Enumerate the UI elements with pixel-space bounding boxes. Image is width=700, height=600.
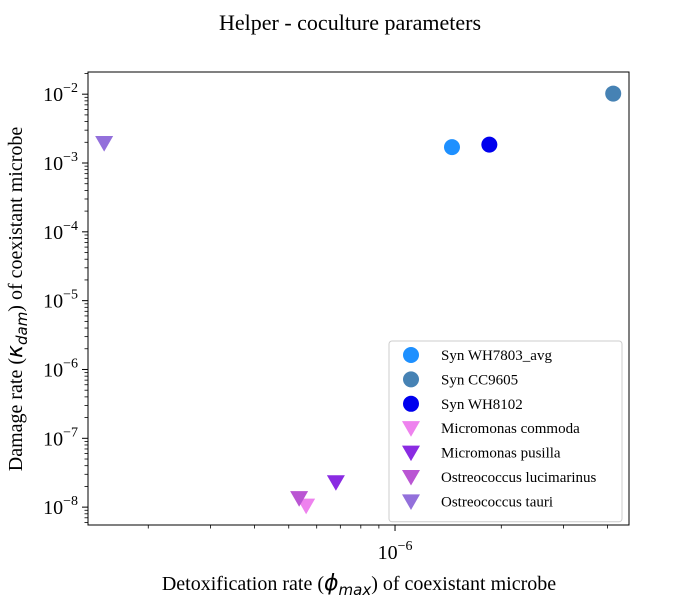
legend-marker [402,421,420,437]
legend-marker [403,371,419,388]
data-point [297,498,316,515]
legend-marker [402,469,420,486]
y-tick-label: 10−5 [43,288,78,313]
legend-label: Ostreococcus tauri [441,494,553,510]
legend-label: Micromonas commoda [441,421,580,437]
data-point [605,85,622,102]
y-axis-label: Damage rate (κdam) of coexistant microbe [3,127,31,472]
legend-marker [402,445,420,462]
y-tick-label: 10−2 [43,81,78,106]
data-points [95,85,622,515]
data-point [443,139,460,156]
data-point [481,136,498,153]
y-tick-label: 10−6 [43,356,78,381]
legend-marker [403,347,419,363]
y-tick-label: 10−3 [43,150,78,175]
y-tick-label: 10−4 [43,219,78,244]
chart-title: Helper - coculture parameters [219,10,481,35]
legend-label: Syn WH8102 [441,397,523,413]
y-tick-label: 10−8 [43,494,78,519]
y-tick-label: 10−7 [43,425,78,450]
data-point [95,136,114,152]
legend-marker [403,395,419,412]
legend-marker [402,494,420,510]
data-point [326,475,345,491]
data-point [290,491,309,507]
x-axis-label: Detoxification rate (ϕmax) of coexistant… [162,571,556,599]
x-axis-ticks: 10−6 [147,525,608,564]
plot-frame [87,71,630,526]
legend: Syn WH7803_avg Syn CC9605 Syn WH8102 Microm… [388,340,623,523]
plot-area-border [87,71,630,526]
y-axis-ticks: 10−8 10−7 10−6 10−5 10−4 10−3 10−2 [43,73,88,523]
legend-box [388,340,623,523]
legend-label: Syn WH7803_avg [441,348,552,364]
x-tick-label: 10−6 [378,539,413,564]
legend-label: Micromonas pusilla [441,446,561,462]
legend-label: Ostreococcus lucimarinus [441,470,597,486]
legend-label: Syn CC9605 [441,372,518,388]
